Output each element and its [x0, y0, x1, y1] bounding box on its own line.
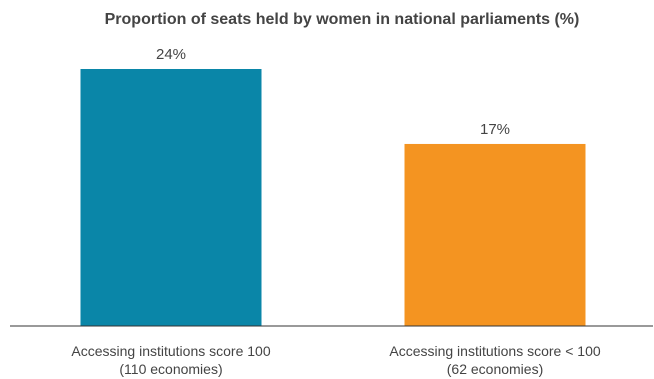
chart-title: Proportion of seats held by women in nat…: [105, 11, 580, 28]
category-label-1: Accessing institutions score 100 (110 eco…: [71, 343, 270, 377]
data-label-1: 24%: [156, 46, 186, 63]
category-label-2: Accessing institutions score < 100 (62 ec…: [389, 343, 600, 377]
bar-2: [404, 143, 586, 326]
data-label-2: 17%: [480, 121, 510, 138]
bar-1: [80, 69, 262, 326]
